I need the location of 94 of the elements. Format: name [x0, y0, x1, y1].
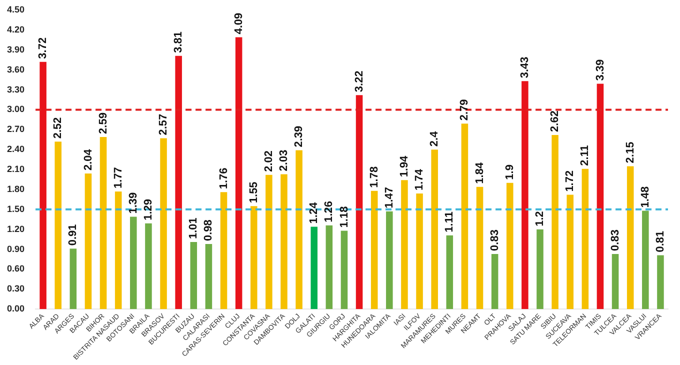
- bar: [70, 248, 77, 310]
- data-label: 1.55: [248, 182, 260, 204]
- y-tick-label: 1.80: [6, 184, 25, 194]
- data-label: 2.03: [278, 150, 290, 172]
- y-tick-label: 4.20: [6, 24, 25, 34]
- data-label: 0.98: [202, 220, 215, 241]
- bar: [190, 242, 198, 310]
- bar: [340, 230, 348, 310]
- bar: [476, 186, 484, 310]
- data-label: 2.04: [82, 148, 94, 171]
- data-label: 2.79: [458, 99, 471, 121]
- bar: [446, 235, 454, 310]
- bar: [582, 168, 589, 310]
- bar: [612, 254, 619, 310]
- bar: [296, 150, 302, 310]
- bar: [536, 229, 544, 310]
- bar: [250, 206, 258, 310]
- y-tick-label: 2.10: [6, 164, 25, 174]
- data-label: 1.11: [444, 212, 456, 232]
- bar: [506, 182, 514, 310]
- y-tick-label: 2.40: [6, 144, 25, 154]
- bar: [280, 174, 288, 310]
- data-label: 1.47: [383, 187, 396, 208]
- bar: [491, 254, 498, 310]
- data-label: 1.18: [338, 206, 350, 228]
- bar: [130, 216, 137, 310]
- bar: [461, 124, 468, 310]
- bar: [145, 223, 152, 310]
- bar: [416, 193, 423, 310]
- bar: [566, 194, 574, 310]
- bar: [310, 226, 318, 310]
- y-tick-label: 0.30: [6, 284, 25, 294]
- data-label: 1.2: [534, 211, 546, 226]
- bar: [657, 255, 664, 310]
- data-label: 4.09: [232, 12, 245, 34]
- data-label: 1.76: [218, 168, 230, 190]
- data-label: 1.78: [368, 166, 380, 188]
- bar: [160, 138, 167, 310]
- y-tick-label: 3.00: [6, 104, 25, 114]
- data-label: 3.22: [353, 70, 366, 92]
- y-tick-label: 3.60: [6, 64, 25, 74]
- bar: [552, 134, 558, 310]
- bar: [326, 225, 333, 310]
- bar: [431, 150, 438, 310]
- data-label: 1.24: [308, 201, 320, 224]
- bar: [54, 142, 62, 310]
- data-label: 1.94: [398, 154, 410, 178]
- data-label: 2.15: [624, 142, 636, 164]
- y-tick-label: 0.00: [6, 304, 25, 314]
- bar: [84, 174, 92, 310]
- data-label: 2.11: [579, 145, 592, 166]
- data-label: 1.9: [504, 164, 516, 180]
- bar: [370, 190, 378, 310]
- data-label: 0.83: [488, 230, 501, 251]
- data-label: 2.62: [549, 110, 562, 132]
- data-label: 2.02: [262, 150, 275, 172]
- data-label: 1.39: [127, 192, 140, 214]
- y-tick-label: 1.20: [6, 224, 25, 234]
- bar: [642, 210, 649, 310]
- y-tick-label: 1.50: [6, 204, 25, 214]
- bar: [401, 180, 408, 310]
- y-tick-label: 3.30: [6, 84, 25, 94]
- bar: [205, 244, 212, 310]
- data-label: 1.48: [639, 186, 652, 208]
- data-label: 3.39: [594, 59, 606, 81]
- data-label: 0.81: [654, 230, 666, 252]
- data-label: 1.26: [323, 200, 336, 222]
- bar: [114, 191, 122, 310]
- data-label: 3.72: [37, 37, 50, 59]
- y-tick-label: 4.50: [6, 4, 25, 14]
- y-tick-label: 3.90: [6, 44, 25, 54]
- bar: [386, 211, 393, 310]
- data-label: 0.83: [609, 230, 622, 251]
- data-label: 2.57: [158, 114, 170, 136]
- data-label: 3.81: [172, 31, 185, 53]
- data-label: 2.52: [52, 117, 64, 139]
- data-label: 1.72: [564, 170, 576, 192]
- bar: [266, 174, 272, 310]
- bar: [626, 166, 634, 310]
- y-tick-label: 0.60: [6, 264, 25, 274]
- data-label: 1.77: [112, 167, 124, 188]
- y-tick-label: 0.90: [6, 244, 25, 254]
- data-label: 3.43: [518, 56, 531, 78]
- data-label: 1.74: [414, 168, 426, 190]
- data-label: 2.4: [428, 130, 441, 147]
- data-label: 2.39: [293, 126, 306, 148]
- bar: [220, 192, 228, 310]
- data-label: 2.59: [97, 112, 110, 134]
- data-label: 1.29: [142, 198, 154, 220]
- data-label: 0.91: [67, 224, 80, 246]
- y-tick-label: 2.70: [6, 124, 25, 134]
- bar: [100, 136, 107, 310]
- data-label: 1.01: [188, 218, 200, 240]
- data-label: 1.84: [474, 162, 486, 184]
